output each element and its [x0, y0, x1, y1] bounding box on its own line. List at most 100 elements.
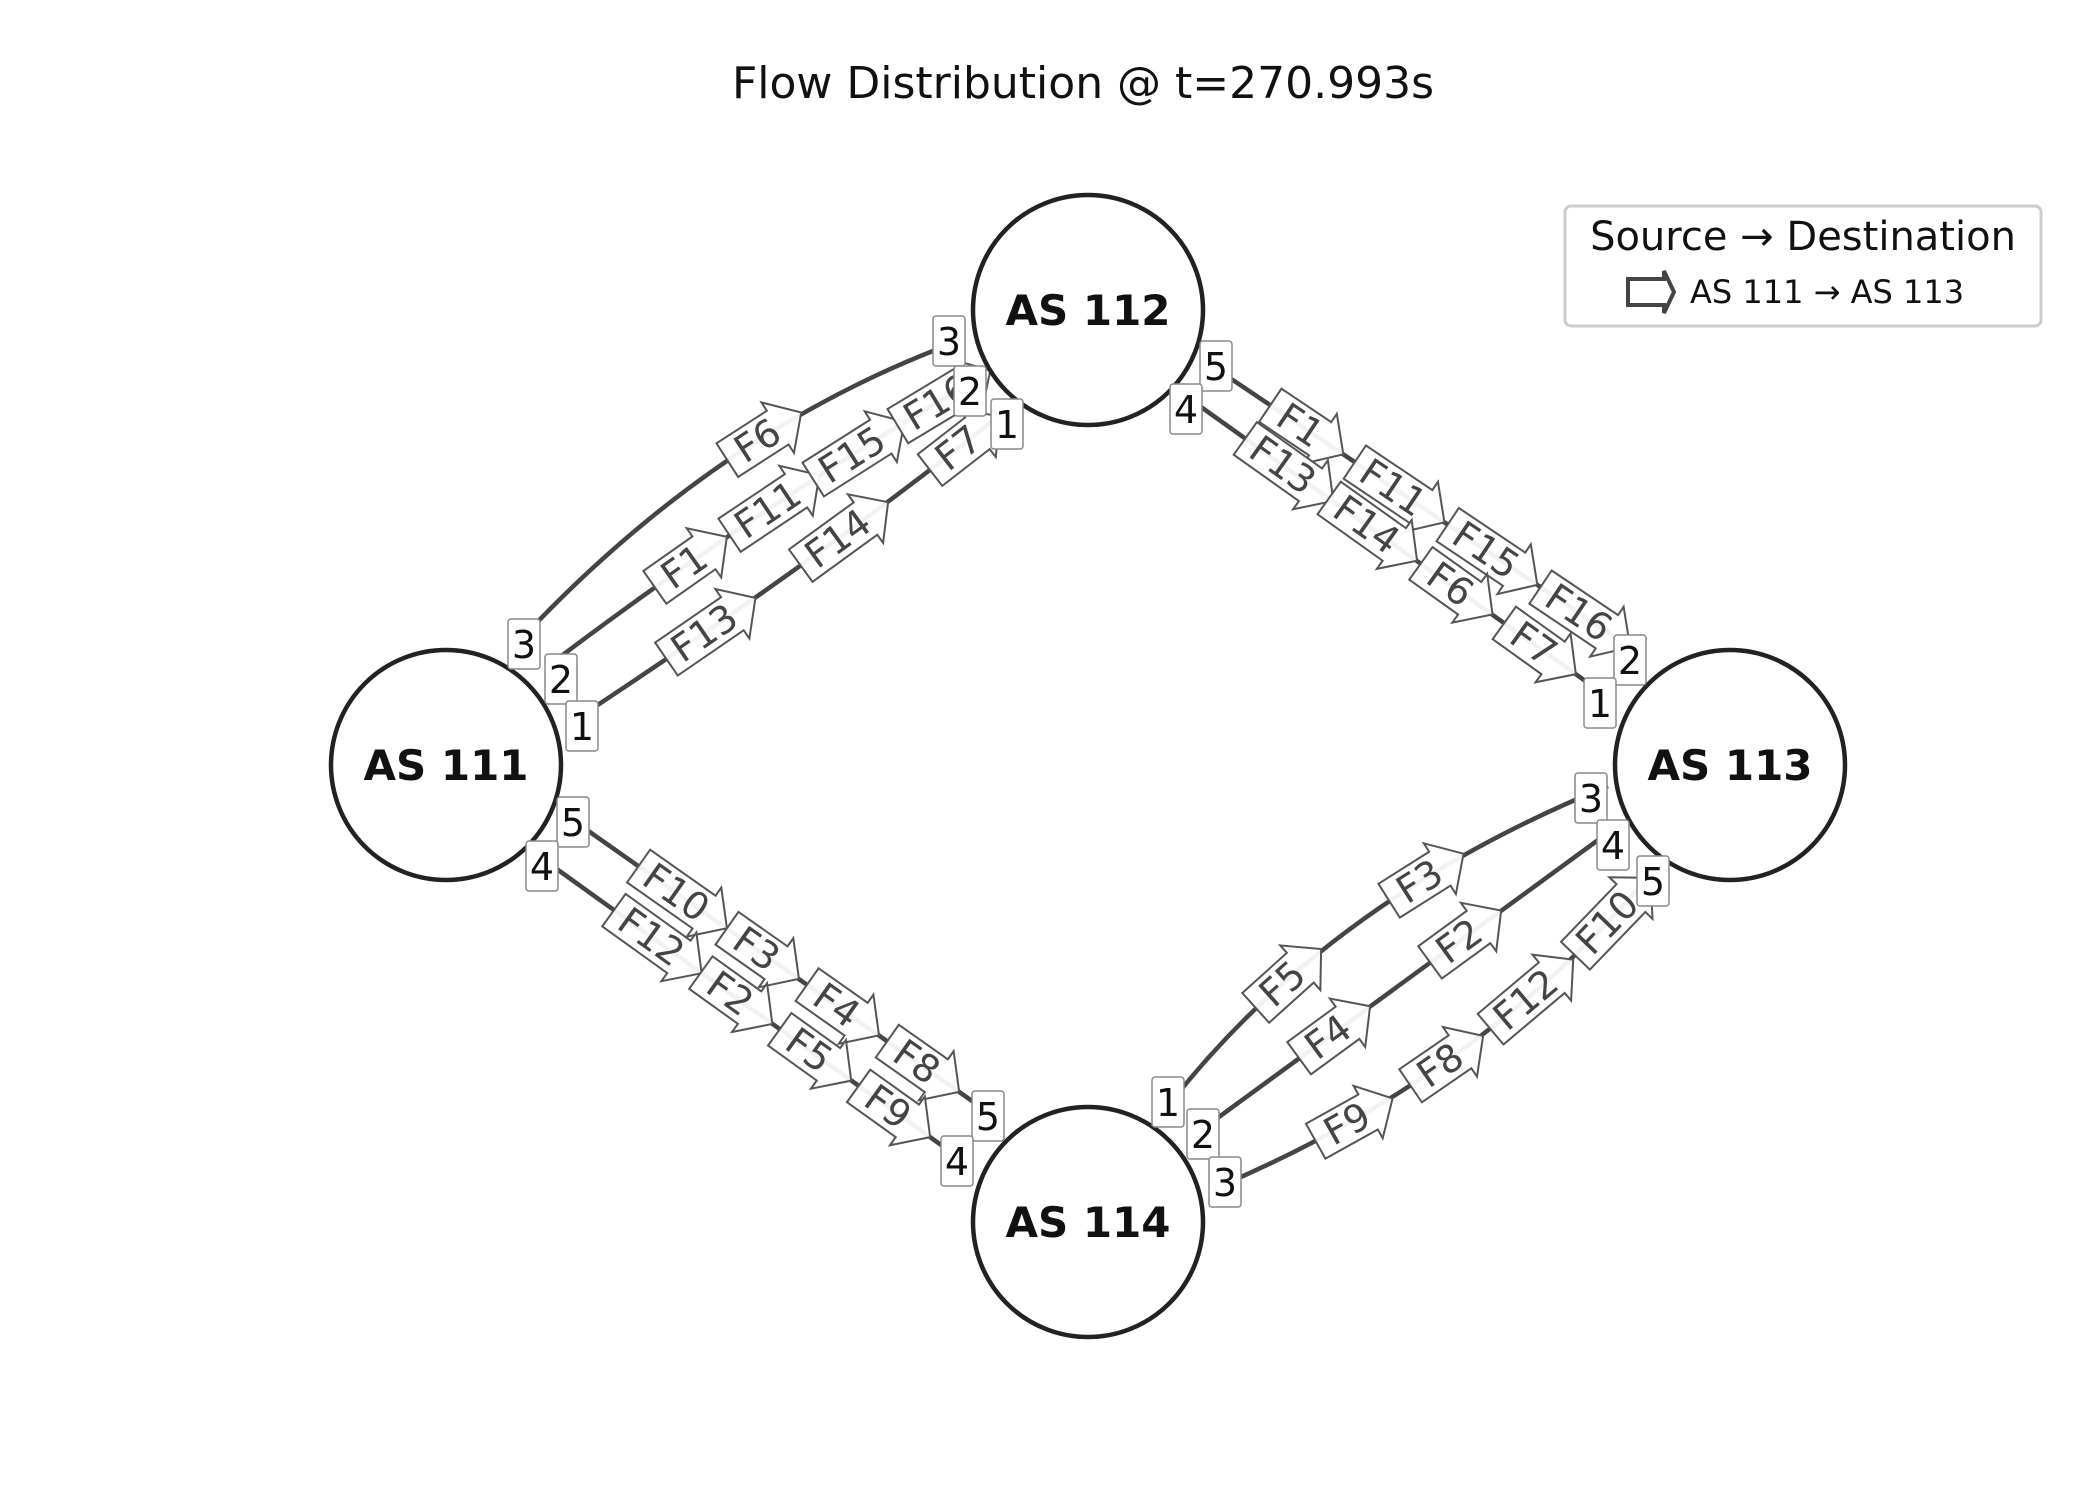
port-box [1208, 1156, 1242, 1208]
port-label: 5 [1641, 860, 1665, 904]
port-label: 1 [1588, 682, 1612, 726]
flow-arrow-shape [1377, 841, 1465, 920]
port-box [932, 315, 966, 367]
link-as114-as113-2 [1195, 822, 1622, 1135]
flow-arrow-shape [1416, 901, 1503, 980]
port-label: 5 [976, 1095, 1000, 1139]
flow-arrow-shape [687, 954, 774, 1034]
legend: Source → Destination AS 111 → AS 113 [1563, 204, 2043, 328]
port-label: 1 [995, 403, 1019, 447]
flow-arrow-shape [801, 409, 906, 498]
flow-arrow-shape [787, 492, 890, 584]
port-badge-as114-3: 3 [1208, 1156, 1242, 1208]
port-badge-as113-1: 1 [1583, 677, 1617, 729]
port-badge-as111-1: 1 [565, 700, 599, 752]
port-badge-as114-5: 5 [971, 1090, 1005, 1142]
port-badge-as113-4: 4 [1596, 819, 1630, 871]
link-as111-as112-3 [522, 341, 952, 638]
flow-arrow-shape [714, 910, 801, 989]
port-label: 4 [945, 1140, 969, 1184]
port-label: 5 [1204, 345, 1228, 389]
flow-arrow-shape [600, 892, 703, 983]
flow-arrow-shape [715, 400, 803, 479]
port-box [1613, 634, 1647, 686]
legend-arrow-icon [1626, 270, 1677, 314]
port-label: 1 [1156, 1081, 1180, 1125]
node-label: AS 111 [363, 741, 528, 790]
port-box [1574, 772, 1608, 824]
flow-arrow-shape [1407, 545, 1494, 625]
port-label: 4 [1601, 824, 1625, 868]
port-box [940, 1135, 974, 1187]
node-circle [1612, 647, 1848, 883]
port-label: 4 [1174, 388, 1198, 432]
flow-arrow-shape [1232, 420, 1335, 511]
port-box [1151, 1076, 1185, 1128]
port-badge-as112-1: 1 [990, 398, 1024, 450]
port-box [953, 365, 987, 417]
port-badge-as113-5: 5 [1636, 855, 1670, 907]
flow-arrow-shape [1240, 944, 1323, 1025]
flow-arrow-f3: F3 [714, 910, 801, 989]
flow-arrow-f9: F9 [1304, 1084, 1394, 1161]
port-badge-as112-5: 5 [1199, 340, 1233, 392]
node-as113: AS 113 [1612, 647, 1848, 883]
flow-arrow-shape [653, 587, 757, 677]
flow-arrow-shape [1316, 480, 1419, 571]
port-label: 3 [937, 320, 961, 364]
port-box [1169, 383, 1203, 435]
flow-arrow-shape [717, 464, 821, 554]
port-label: 5 [561, 801, 585, 845]
port-label: 2 [1618, 639, 1642, 683]
links-layer [522, 341, 1662, 1187]
port-label: 2 [1191, 1113, 1215, 1157]
flow-arrow-f5: F5 [766, 1011, 853, 1091]
flow-arrow-shape [1342, 444, 1446, 534]
legend-entry: AS 111 → AS 113 [1690, 273, 1964, 311]
node-label: AS 112 [1005, 286, 1170, 335]
nodes-layer: AS 111 AS 112 AS 113 AS 114 [328, 192, 1848, 1340]
port-box [1583, 677, 1617, 729]
port-badge-as112-3: 3 [932, 315, 966, 367]
port-label: 2 [549, 658, 573, 702]
node-circle [970, 192, 1206, 428]
flow-arrow-f8: F8 [1397, 1025, 1485, 1104]
port-badge-as112-2: 2 [953, 365, 987, 417]
port-label: 3 [1213, 1161, 1237, 1205]
flow-arrow-shape [625, 848, 729, 939]
flow-arrow-shape [1476, 953, 1575, 1046]
port-badge-as114-1: 1 [1151, 1076, 1185, 1128]
port-badge-as111-4: 4 [525, 840, 559, 892]
port-label: 4 [530, 845, 554, 889]
flow-arrow-shape [641, 526, 728, 606]
port-box [1199, 340, 1233, 392]
flow-arrow-shape [1304, 1084, 1394, 1161]
port-label: 3 [512, 623, 536, 667]
port-box [507, 618, 541, 670]
port-label: 2 [958, 370, 982, 414]
flow-arrow-shape [1257, 387, 1345, 466]
port-badge-as113-3: 3 [1574, 772, 1608, 824]
port-box [1596, 819, 1630, 871]
port-box [565, 700, 599, 752]
port-badge-as111-2: 2 [544, 653, 578, 705]
port-box [556, 796, 590, 848]
flow-arrow-shape [794, 966, 881, 1046]
flow-arrow-shape [1491, 605, 1577, 684]
flow-arrow-shape [874, 1023, 961, 1102]
port-box [990, 398, 1024, 450]
node-label: AS 114 [1005, 1198, 1170, 1247]
port-badge-as111-5: 5 [556, 796, 590, 848]
port-badge-as112-4: 4 [1169, 383, 1203, 435]
flow-arrow-shape [845, 1068, 932, 1147]
node-circle [970, 1104, 1206, 1340]
port-badge-as111-3: 3 [507, 618, 541, 670]
port-badge-as114-4: 4 [940, 1135, 974, 1187]
flow-arrow-shape [766, 1011, 853, 1091]
port-badge-as113-2: 2 [1613, 634, 1647, 686]
node-circle [328, 647, 564, 883]
flow-arrow-shape [1527, 569, 1632, 659]
port-box [1636, 855, 1670, 907]
